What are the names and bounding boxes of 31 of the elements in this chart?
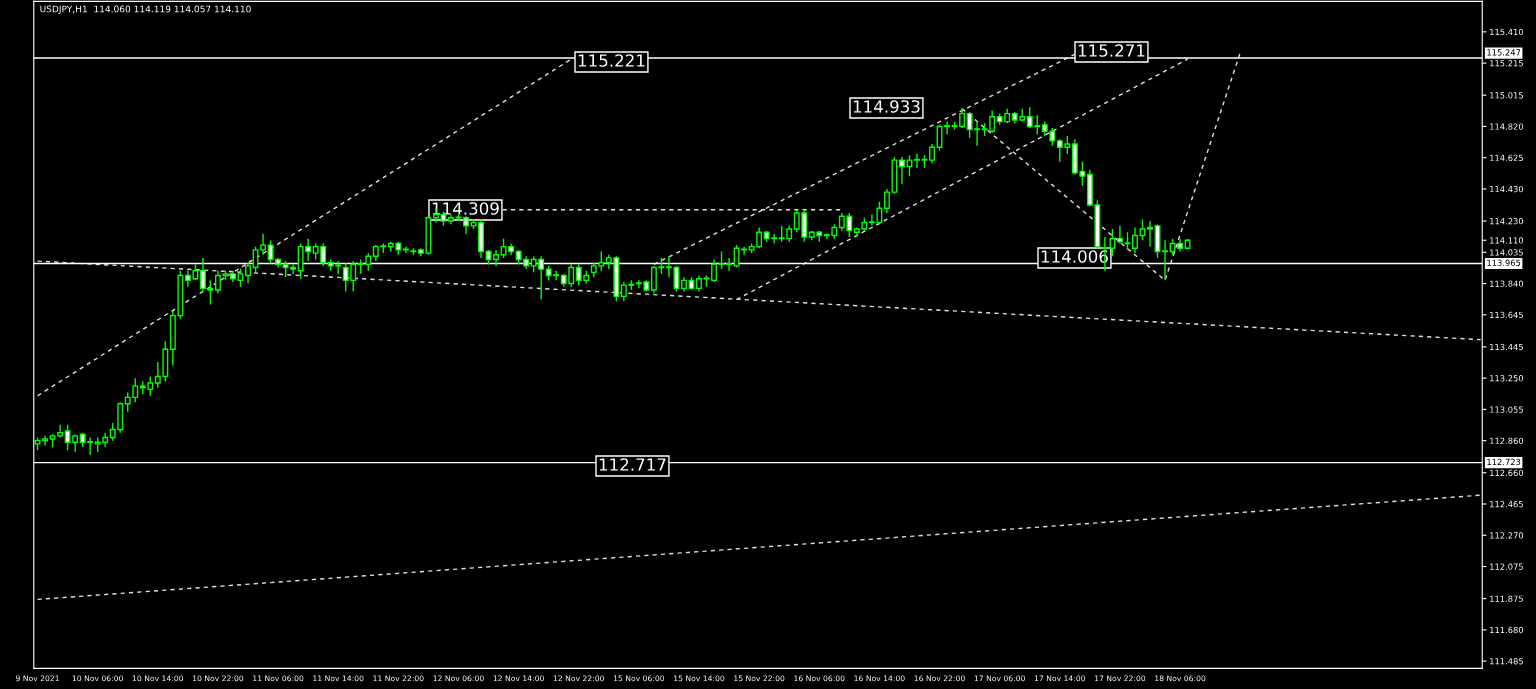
y-tick-label: 112.075	[1490, 563, 1523, 570]
y-tick-label: 115.215	[1490, 60, 1523, 67]
y-tick-label: 115.410	[1490, 28, 1524, 36]
y-tick-label: 112.660	[1490, 469, 1524, 477]
y-tick-label: 112.465	[1490, 500, 1523, 508]
y-tick-label: 115.015	[1490, 92, 1523, 99]
y-tick-label: 113.840	[1490, 280, 1524, 287]
y-tick-label: 113.250	[1490, 375, 1524, 382]
annotation: 112.717	[599, 458, 666, 471]
y-tick-label: 113.445	[1490, 343, 1523, 351]
y-tick-label: 111.485	[1490, 658, 1523, 665]
y-tick-label: 114.230	[1490, 218, 1524, 225]
y-tick-label: 112.860	[1490, 437, 1524, 444]
annotation: 114.933	[853, 100, 920, 113]
chart-title: USDJPY,H1 114.060 114.119 114.057 114.110	[40, 5, 251, 15]
y-tick-label: 112.270	[1490, 532, 1524, 539]
y-tick-label: 113.055	[1490, 406, 1523, 413]
annotation: 114.309	[432, 202, 499, 215]
y-tick-label: 114.430	[1490, 185, 1524, 193]
ref-line-label: 112.723	[1487, 458, 1521, 466]
annotation: 115.221	[578, 54, 645, 67]
annotation: 115.271	[1078, 44, 1145, 57]
y-tick-label: 114.820	[1490, 123, 1524, 130]
y-tick-label: 111.680	[1490, 626, 1524, 634]
y-tick-label: 114.625	[1490, 154, 1523, 161]
y-tick-label: 111.875	[1490, 595, 1523, 602]
y-tick-label: 114.035	[1490, 249, 1523, 256]
ref-line-label: 113.965	[1487, 259, 1521, 266]
y-tick-label: 114.110	[1490, 237, 1524, 244]
y-tick-label: 113.645	[1490, 311, 1523, 319]
ref-line-label: 115.247	[1487, 49, 1521, 56]
